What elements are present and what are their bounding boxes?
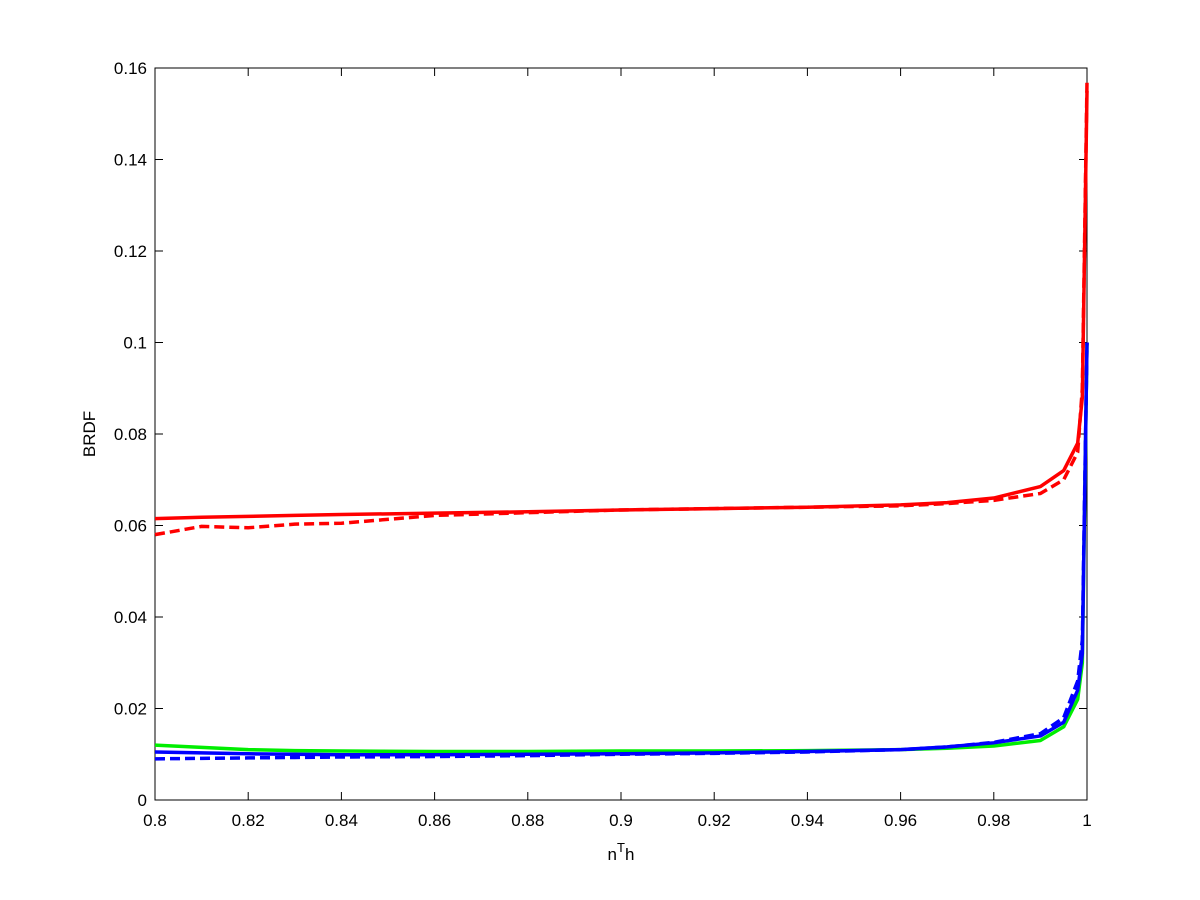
x-tick-label: 0.92 [698,811,731,830]
x-tick-label: 0.94 [791,811,824,830]
y-tick-label: 0.1 [123,334,147,353]
y-tick-label: 0 [138,791,147,810]
x-tick-label: 1 [1082,811,1091,830]
y-tick-label: 0.06 [114,517,147,536]
y-tick-label: 0.14 [114,151,147,170]
y-tick-label: 0.02 [114,700,147,719]
x-tick-label: 0.84 [325,811,358,830]
x-tick-label: 0.88 [511,811,544,830]
x-tick-label: 0.86 [418,811,451,830]
y-tick-label: 0.12 [114,242,147,261]
x-tick-label: 0.8 [143,811,167,830]
y-tick-label: 0.08 [114,425,147,444]
y-tick-label: 0.04 [114,608,147,627]
x-tick-label: 0.98 [977,811,1010,830]
x-label-rest: h [625,845,634,864]
x-label-base: n [608,845,617,864]
series-line [154,342,1089,761]
y-tick-label: 0.16 [114,59,147,78]
x-tick-label: 0.96 [884,811,917,830]
x-label-sup: T [617,840,625,855]
x-axis-label: nTh [608,840,635,864]
axes-box [154,67,1088,801]
y-axis-label: BRDF [80,411,99,457]
series-line [154,81,1089,537]
x-tick-label: 0.82 [232,811,265,830]
x-tick-label: 0.9 [609,811,633,830]
